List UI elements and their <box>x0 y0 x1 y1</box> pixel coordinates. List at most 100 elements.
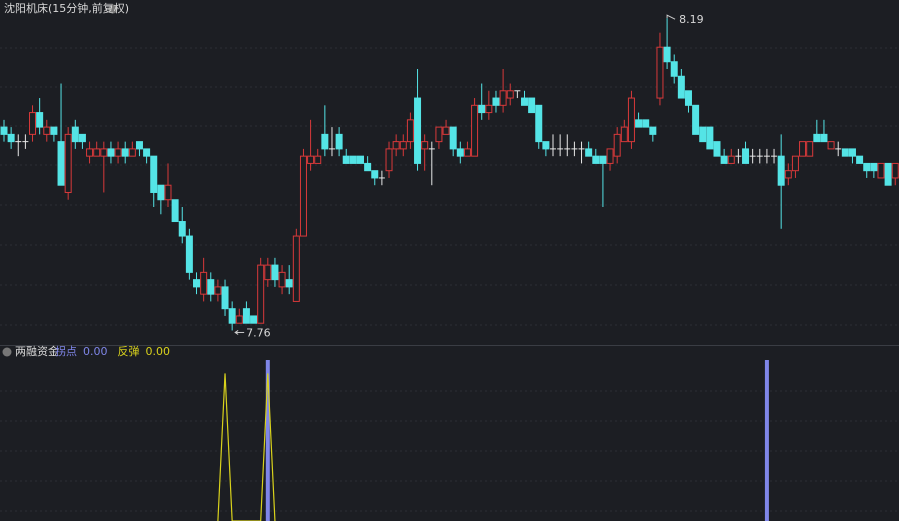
candle-body <box>791 155 799 172</box>
candle-body <box>50 126 58 135</box>
candle-body <box>742 148 750 164</box>
candle-body <box>285 279 293 288</box>
candle-body <box>535 104 543 143</box>
candle-body <box>670 61 678 77</box>
candle-body <box>877 162 885 179</box>
candle-body <box>221 286 229 310</box>
legend-name: 拐点 <box>55 344 77 358</box>
candle-body <box>649 126 657 135</box>
candle-body <box>335 133 343 150</box>
candle-body <box>478 104 486 114</box>
candle-body <box>677 75 685 99</box>
candle-body <box>399 141 407 150</box>
candle-body <box>200 271 208 295</box>
candle-body <box>642 119 650 128</box>
candle-body <box>520 97 528 106</box>
menu-icon[interactable] <box>2 347 12 357</box>
candle-body <box>635 119 643 128</box>
candle-body <box>620 126 628 143</box>
candle-body <box>499 90 507 106</box>
high-label: 8.19 <box>679 13 704 26</box>
candle-body <box>135 141 143 150</box>
signal-line <box>217 373 276 521</box>
candle-body <box>314 155 322 164</box>
candle-body <box>799 141 807 157</box>
candle-body <box>78 133 86 143</box>
candle-body <box>863 162 871 172</box>
candle-body <box>128 148 136 157</box>
candle-body <box>271 264 279 281</box>
legend-value: 0.00 <box>146 345 171 358</box>
candle-body <box>86 148 94 157</box>
candle-body <box>0 126 8 135</box>
candle-body <box>692 104 700 135</box>
candle-body <box>435 126 443 143</box>
candle-body <box>164 184 172 201</box>
candle-body <box>599 155 607 164</box>
candle-body <box>7 133 15 143</box>
candle-body <box>856 155 864 164</box>
low-label: 7.76 <box>246 326 271 339</box>
candle-body <box>93 148 101 157</box>
menu-icon[interactable] <box>108 4 118 14</box>
candle-body <box>713 141 721 157</box>
candle-body <box>606 148 614 164</box>
candle-body <box>143 148 151 157</box>
candle-body <box>528 97 536 114</box>
candle-body <box>299 155 307 237</box>
candle-body <box>684 90 692 106</box>
candle-body <box>342 155 350 164</box>
candle-body <box>29 112 37 135</box>
candle-body <box>485 104 493 114</box>
candle-body <box>699 126 707 143</box>
candle-body <box>349 155 357 164</box>
candle-body <box>157 184 165 201</box>
candle-body <box>228 308 236 324</box>
candle-body <box>114 148 122 157</box>
candle-body <box>827 141 835 150</box>
candle-body <box>214 286 222 295</box>
candle-body <box>64 133 72 193</box>
candle-body <box>307 155 315 164</box>
candle-body <box>727 155 735 164</box>
candle-body <box>414 97 422 164</box>
candle-body <box>627 97 635 143</box>
candle-body <box>235 315 243 324</box>
candle-body <box>357 155 364 164</box>
candle-body <box>463 148 471 157</box>
candle-body <box>278 271 286 288</box>
candle-body <box>71 126 79 143</box>
candle-body <box>542 141 550 150</box>
candle-body <box>178 221 186 237</box>
candle-body <box>100 148 108 157</box>
candle-body <box>656 46 664 99</box>
candle-body <box>250 315 258 324</box>
legend-name: 反弹 <box>118 344 140 358</box>
candle-body <box>36 112 44 128</box>
indicator-title: 两融资金 <box>15 344 59 358</box>
low-marker <box>234 330 239 335</box>
candle-body <box>456 148 464 157</box>
candle-body <box>242 308 250 324</box>
legend-value: 0.00 <box>83 345 108 358</box>
candle-body <box>706 126 714 150</box>
candle-body <box>43 126 51 135</box>
candle-body <box>257 264 265 324</box>
candle-body <box>720 155 728 164</box>
candle-body <box>185 235 193 273</box>
candle-body <box>107 148 115 157</box>
candle-body <box>506 90 514 99</box>
candle-body <box>150 155 158 193</box>
candle-body <box>784 170 792 179</box>
candle-body <box>813 133 821 143</box>
candle-body <box>884 162 892 186</box>
candle-body <box>663 46 671 63</box>
candle-body <box>207 279 215 295</box>
candle-body <box>492 97 500 106</box>
candle-body <box>193 279 201 288</box>
candle-body <box>891 162 899 179</box>
candle-body <box>613 133 621 157</box>
